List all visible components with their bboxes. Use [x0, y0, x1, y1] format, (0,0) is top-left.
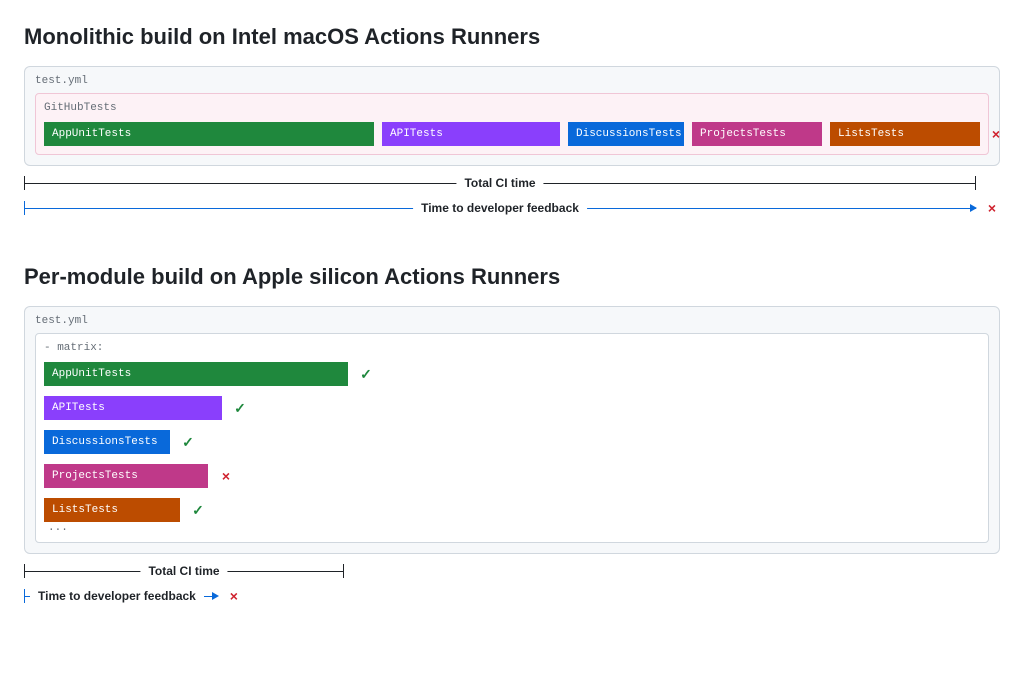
- test-bar: DiscussionsTests: [568, 122, 684, 146]
- fail-icon: ×: [226, 588, 242, 604]
- test-bar: ListsTests: [830, 122, 980, 146]
- arrow-icon: [204, 589, 218, 603]
- sequential-bars: AppUnitTests APITests DiscussionsTests Proj…: [44, 122, 980, 146]
- test-bar: APITests: [44, 396, 222, 420]
- timeline-row: Time to developer feedback ×: [24, 200, 1000, 216]
- file-label: test.yml: [35, 75, 989, 87]
- matrix-row: DiscussionsTests ✓: [44, 430, 980, 454]
- test-bar: DiscussionsTests: [44, 430, 170, 454]
- workflow-panel: test.yml GitHubTests AppUnitTests APITest…: [24, 66, 1000, 166]
- section-heading: Per-module build on Apple silicon Action…: [24, 264, 1000, 290]
- fail-icon: ×: [218, 468, 234, 484]
- check-icon: ✓: [232, 400, 248, 417]
- file-label: test.yml: [35, 315, 989, 327]
- timeline-label: Time to developer feedback: [413, 201, 587, 215]
- workflow-panel: test.yml - matrix: AppUnitTests✓APITests…: [24, 306, 1000, 554]
- test-bar: AppUnitTests: [44, 122, 374, 146]
- workflow-label: GitHubTests: [44, 102, 980, 114]
- timelines: Total CI time Time to developer feedback ×: [24, 176, 1000, 216]
- matrix-row: ListsTests ✓: [44, 498, 980, 522]
- matrix-row: APITests ✓: [44, 396, 980, 420]
- test-bar: ProjectsTests: [44, 464, 208, 488]
- timeline-label: Total CI time: [456, 176, 543, 190]
- matrix-row: ProjectsTests ×: [44, 464, 980, 488]
- test-bar: APITests: [382, 122, 560, 146]
- matrix-box: - matrix: AppUnitTests✓APITests✓Discussi…: [35, 333, 989, 543]
- fail-icon: ×: [984, 200, 1000, 216]
- feedback-timeline: Time to developer feedback ×: [24, 588, 1000, 604]
- matrix-label: - matrix:: [44, 342, 980, 354]
- test-bar: AppUnitTests: [44, 362, 348, 386]
- check-icon: ✓: [180, 434, 196, 451]
- timeline-row: Total CI time: [24, 176, 1000, 190]
- timeline-label: Total CI time: [140, 564, 227, 578]
- timeline-label: Time to developer feedback: [38, 589, 196, 603]
- monolithic-section: Monolithic build on Intel macOS Actions …: [24, 24, 1000, 216]
- per-module-section: Per-module build on Apple silicon Action…: [24, 264, 1000, 604]
- check-icon: ✓: [190, 502, 206, 519]
- section-heading: Monolithic build on Intel macOS Actions …: [24, 24, 1000, 50]
- total-ci-timeline: Total CI time: [24, 564, 1000, 578]
- ellipsis: ...: [44, 522, 980, 534]
- check-icon: ✓: [358, 366, 374, 383]
- timelines: Total CI time Time to developer feedback…: [24, 564, 1000, 604]
- test-bar: ListsTests: [44, 498, 180, 522]
- workflow-box: GitHubTests AppUnitTests APITests Discussi…: [35, 93, 989, 155]
- test-bar: ProjectsTests: [692, 122, 822, 146]
- matrix-rows: AppUnitTests ✓ APITests ✓ DiscussionsTests ✓ P…: [44, 362, 980, 522]
- matrix-row: AppUnitTests ✓: [44, 362, 980, 386]
- fail-icon: ×: [988, 126, 1004, 142]
